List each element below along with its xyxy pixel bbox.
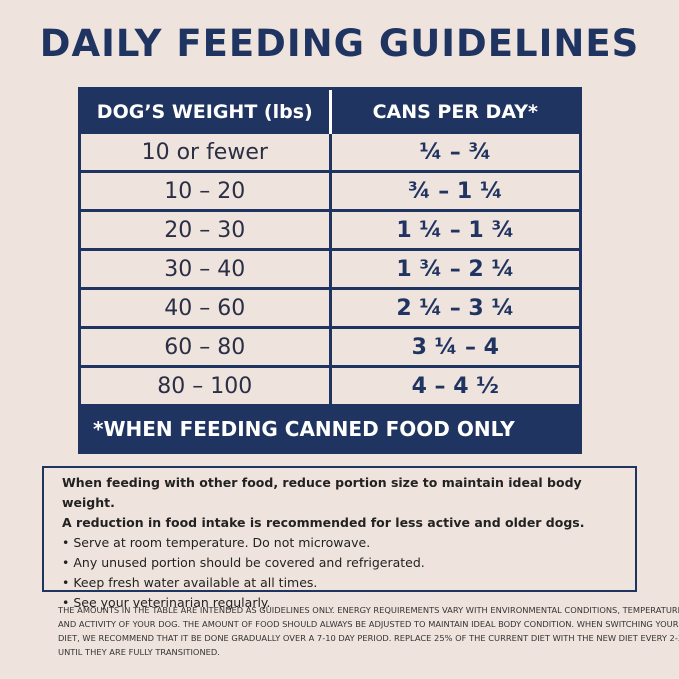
bullet-text: Keep fresh water available at all times. bbox=[73, 575, 318, 590]
fine-line: THE AMOUNTS IN THE TABLE ARE INTENDED AS… bbox=[58, 605, 679, 615]
table-body: 10 or fewer ¼ – ¾ 10 – 20 ¾ – 1 ¼ 20 – 30 1 ¼… bbox=[81, 134, 579, 407]
cell: 40 – 60 bbox=[81, 290, 332, 326]
cell: 1 ¾ – 2 ¼ bbox=[396, 256, 515, 282]
fine-line: AND ACTIVITY OF YOUR DOG. THE AMOUNT OF … bbox=[58, 619, 679, 629]
cell: 60 – 80 bbox=[81, 329, 332, 365]
cell: 30 – 40 bbox=[81, 251, 332, 287]
cell: 10 – 20 bbox=[81, 173, 332, 209]
cell: ¼ – ¾ bbox=[419, 139, 492, 165]
intro: When feeding with other food, reduce por… bbox=[62, 475, 582, 510]
row: 80 – 100 4 – 4 ½ bbox=[81, 368, 579, 407]
row: 30 – 40 1 ¾ – 2 ¼ bbox=[81, 251, 579, 290]
table-footnote: *WHEN FEEDING CANNED FOOD ONLY bbox=[81, 407, 579, 451]
row: 40 – 60 2 ¼ – 3 ¼ bbox=[81, 290, 579, 329]
row: 10 or fewer ¼ – ¾ bbox=[81, 134, 579, 173]
bullet-line: • Any unused portion should be covered a… bbox=[62, 553, 617, 573]
bullet-text: See your veterinarian regularly. bbox=[73, 595, 271, 610]
row: 10 – 20 ¾ – 1 ¼ bbox=[81, 173, 579, 212]
bullet-line: • Serve at room temperature. Do not micr… bbox=[62, 533, 617, 553]
bullet-text: Any unused portion should be covered and… bbox=[73, 555, 425, 570]
table-header: DOG’S WEIGHT (lbs) CANS PER DAY* bbox=[81, 90, 579, 134]
row: 20 – 30 1 ¼ – 1 ¾ bbox=[81, 212, 579, 251]
bullet-icon: • bbox=[62, 535, 74, 550]
column-header: CANS PER DAY* bbox=[372, 101, 538, 123]
column-header: DOG’S WEIGHT (lbs) bbox=[81, 90, 332, 134]
notes-box: When feeding with other food, reduce por… bbox=[42, 466, 637, 610]
bullet-icon: • bbox=[62, 555, 74, 570]
cell: 20 – 30 bbox=[81, 212, 332, 248]
bullet-icon: • bbox=[62, 595, 74, 610]
row: 60 – 80 3 ¼ – 4 bbox=[81, 329, 579, 368]
cell: 2 ¼ – 3 ¼ bbox=[396, 295, 515, 321]
fine-print: THE AMOUNTS IN THE TABLE ARE INTENDED AS… bbox=[58, 603, 679, 659]
bullet-line: • See your veterinarian regularly. bbox=[62, 593, 617, 613]
title: DAILY FEEDING GUIDELINES bbox=[39, 22, 640, 65]
intro: A reduction in food intake is recommende… bbox=[62, 515, 585, 530]
bullet-line: • Keep fresh water available at all time… bbox=[62, 573, 617, 593]
cell: 1 ¼ – 1 ¾ bbox=[396, 217, 515, 243]
cell: ¾ – 1 ¼ bbox=[407, 178, 503, 204]
bullet-icon: • bbox=[62, 575, 74, 590]
cell: 3 ¼ – 4 bbox=[411, 334, 499, 360]
fine-line: UNTIL THEY ARE FULLY TRANSITIONED. bbox=[58, 647, 220, 657]
feeding-table: DOG’S WEIGHT (lbs) CANS PER DAY* 10 or f… bbox=[78, 87, 582, 454]
bullet-text: Serve at room temperature. Do not microw… bbox=[73, 535, 371, 550]
cell: 4 – 4 ½ bbox=[411, 373, 499, 399]
cell: 80 – 100 bbox=[81, 368, 332, 404]
cell: 10 or fewer bbox=[81, 134, 332, 170]
fine-line: DIET, WE RECOMMEND THAT IT BE DONE GRADU… bbox=[58, 633, 679, 643]
